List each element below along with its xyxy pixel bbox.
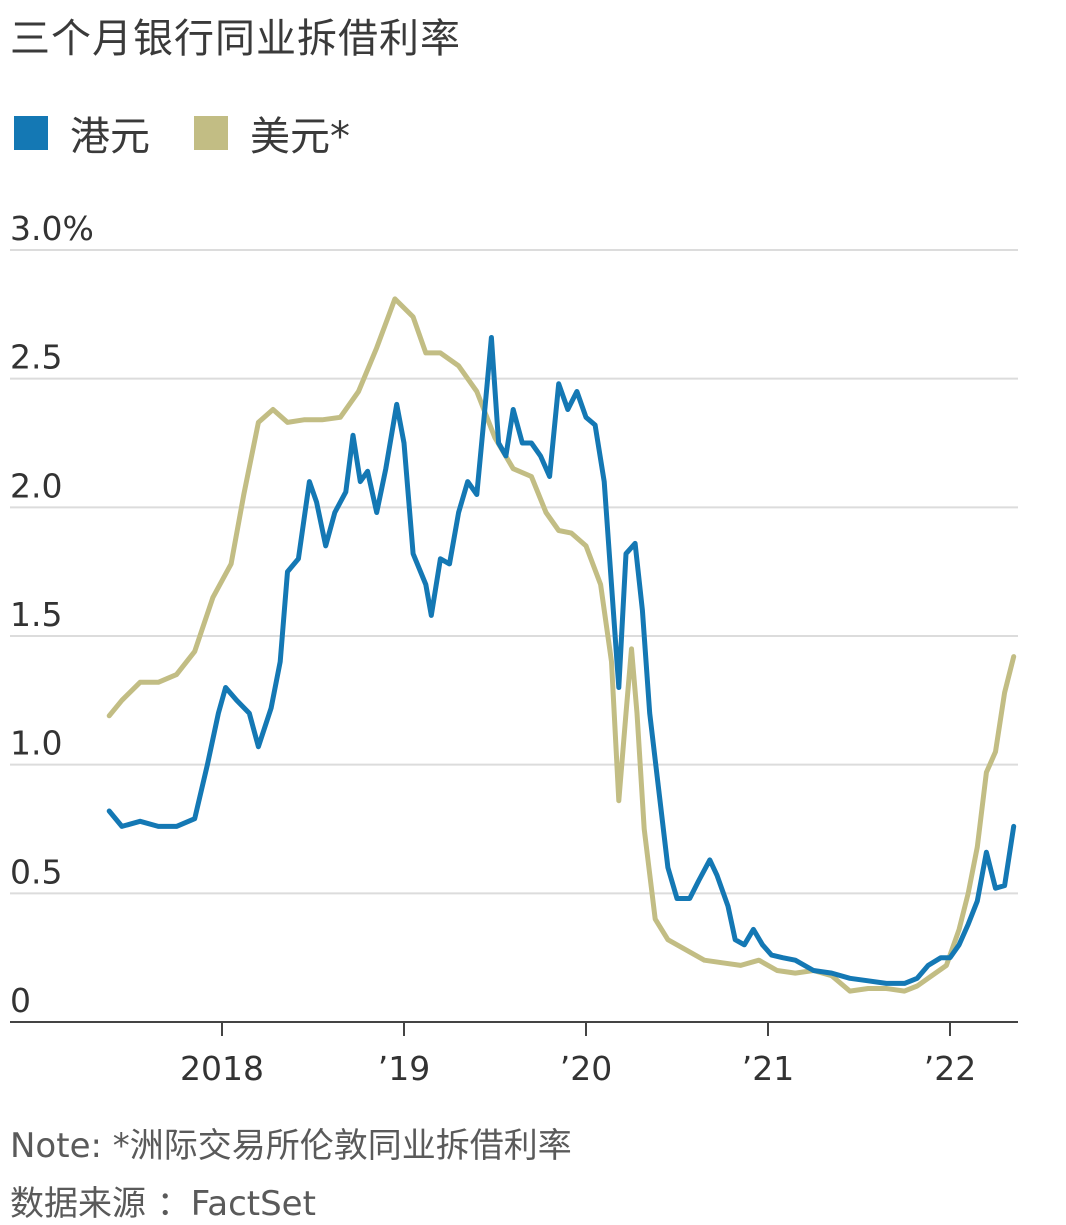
x-tick-label-1: ’19 — [378, 1049, 430, 1088]
chart-note: Note: *洲际交易所伦敦同业拆借利率 — [10, 1126, 572, 1166]
x-tick-label-3: ’21 — [742, 1049, 794, 1088]
chart-source: 数据来源 ：FactSet — [10, 1184, 316, 1224]
legend-swatch-hkd — [14, 116, 48, 150]
legend-label-usd: 美元* — [250, 114, 350, 160]
x-tick-label-0: 2018 — [180, 1049, 264, 1088]
chart-title: 三个月银行同业拆借利率 — [10, 16, 461, 62]
y-tick-label-5: 2.5 — [10, 338, 62, 377]
legend-item-usd: 美元* — [194, 104, 350, 162]
legend-swatch-usd — [194, 116, 228, 150]
legend-item-hkd: 港元 — [14, 104, 150, 162]
x-tick-label-2: ’20 — [560, 1049, 612, 1088]
y-tick-label-1: 0.5 — [10, 852, 62, 891]
series-line-hkd — [106, 335, 1017, 986]
x-tick-label-4: ’22 — [924, 1049, 976, 1088]
legend: 港元 美元* — [14, 104, 394, 162]
y-tick-label-3: 1.5 — [10, 595, 62, 634]
y-tick-label-6: 3.0% — [10, 209, 94, 248]
y-tick-label-2: 1.0 — [10, 724, 62, 763]
legend-label-hkd: 港元 — [70, 114, 150, 160]
series-line-usd — [106, 296, 1017, 994]
y-tick-label-4: 2.0 — [10, 466, 62, 505]
y-tick-label-0: 0 — [10, 981, 31, 1020]
